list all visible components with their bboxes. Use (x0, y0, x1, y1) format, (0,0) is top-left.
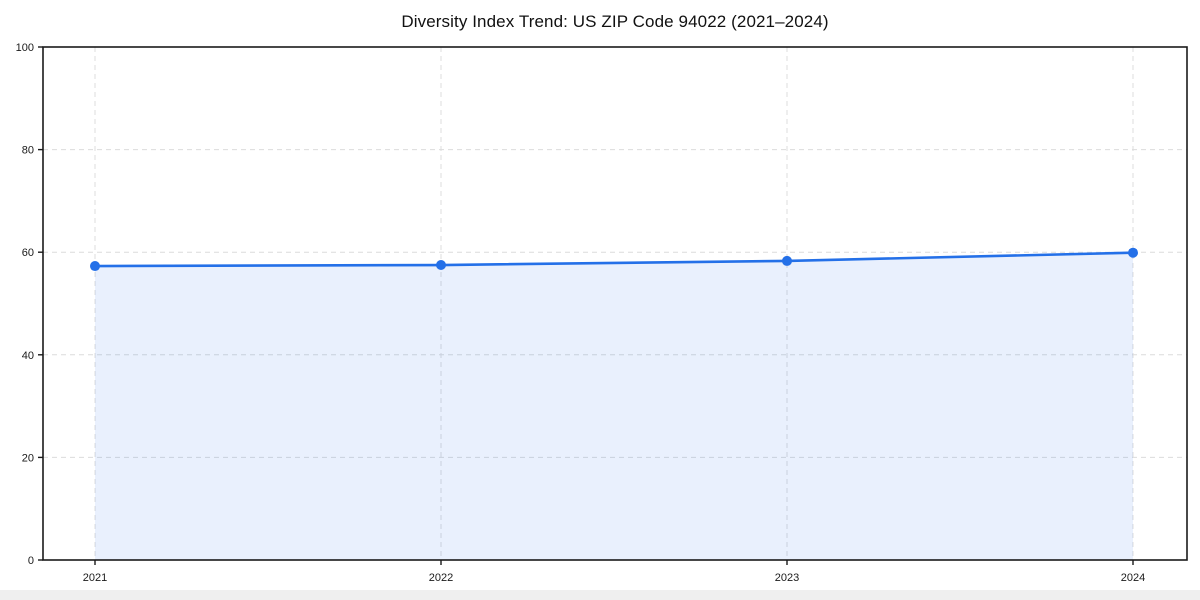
chart-title: Diversity Index Trend: US ZIP Code 94022… (401, 12, 829, 31)
area-fill (95, 252, 1133, 560)
y-tick-label: 0 (28, 555, 34, 567)
x-tick-label: 2024 (1121, 572, 1145, 584)
data-point-2022 (436, 260, 446, 271)
y-tick-label: 20 (22, 452, 34, 464)
y-tick-label: 100 (16, 42, 34, 54)
data-point-2021 (90, 261, 100, 272)
data-point-2023 (782, 255, 792, 266)
trend-line (93, 251, 1135, 268)
x-tick-label: 2022 (429, 572, 453, 584)
y-tick-label: 60 (22, 247, 34, 259)
plot-border (42, 46, 1188, 561)
y-tick-label: 80 (22, 145, 34, 157)
x-tick-label: 2021 (83, 572, 107, 584)
x-tick-label: 2023 (775, 572, 799, 584)
bottom-strip (0, 590, 1200, 600)
y-tick-label: 40 (22, 350, 34, 362)
data-point-2024 (1128, 247, 1138, 258)
